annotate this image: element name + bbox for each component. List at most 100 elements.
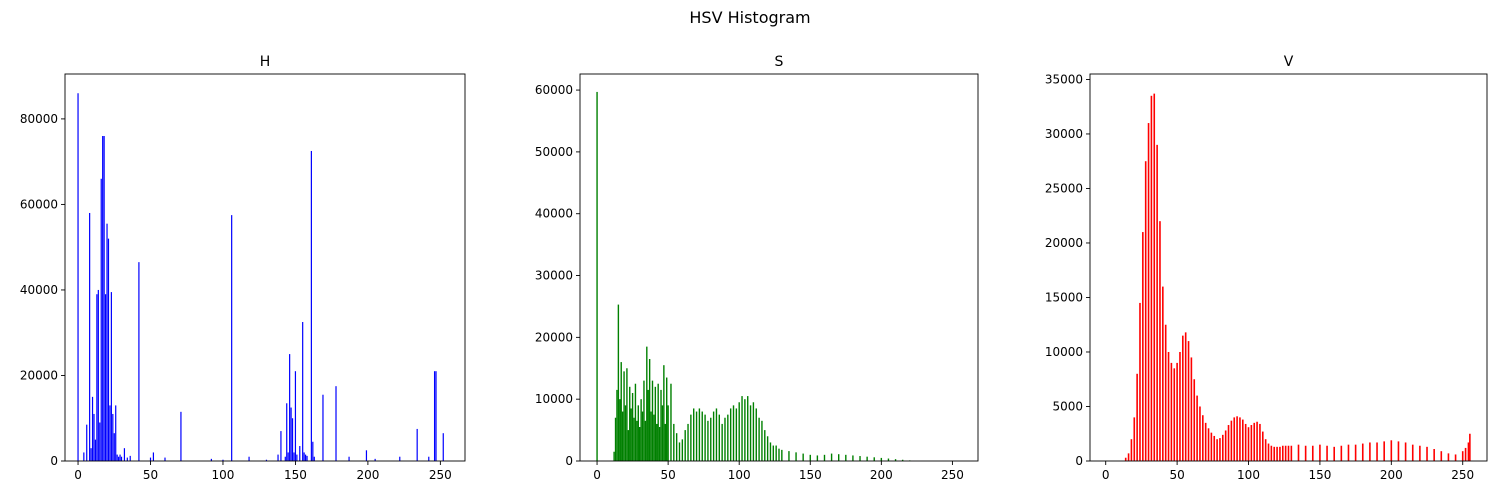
histogram-bar-h	[107, 238, 110, 461]
histogram-bar-s	[673, 423, 675, 461]
histogram-bar-s	[616, 389, 618, 461]
histogram-bar-v	[1227, 425, 1230, 461]
histogram-bar-s	[823, 454, 826, 461]
histogram-bar-v	[1290, 445, 1293, 461]
histogram-bar-v	[1170, 362, 1173, 461]
histogram-bar-s	[639, 427, 641, 461]
histogram-bar-v	[1224, 430, 1227, 461]
y-tick-label-v: 10000	[1045, 345, 1083, 359]
axes-frame-s	[579, 73, 979, 462]
histogram-bar-h	[83, 452, 85, 461]
histogram-bar-s	[809, 454, 811, 461]
histogram-bar-s	[626, 368, 628, 461]
histogram-bar-v	[1261, 431, 1264, 461]
histogram-bar-s	[755, 408, 757, 461]
histogram-bar-v	[1433, 449, 1435, 461]
histogram-bar-s	[724, 417, 726, 461]
histogram-bar-h	[164, 457, 166, 461]
histogram-bar-h	[100, 178, 102, 461]
histogram-bar-h	[93, 413, 95, 461]
histogram-bar-v	[1319, 444, 1321, 461]
histogram-bar-s	[648, 359, 651, 461]
histogram-bar-v	[1361, 443, 1364, 461]
histogram-bar-v	[1216, 439, 1218, 461]
histogram-bar-s	[866, 456, 868, 461]
histogram-bar-s	[764, 430, 766, 461]
histogram-bar-v	[1256, 421, 1258, 461]
histogram-bar-v	[1297, 444, 1300, 461]
histogram-bar-v	[1199, 406, 1201, 461]
histogram-bar-s	[845, 454, 847, 461]
histogram-bar-v	[1244, 423, 1247, 461]
histogram-bar-v	[1276, 446, 1278, 461]
y-tick-label-s: 40000	[535, 207, 573, 221]
histogram-bar-h	[287, 452, 289, 461]
histogram-bar-s	[752, 402, 755, 461]
histogram-bar-v	[1144, 161, 1147, 461]
histogram-bar-h	[293, 452, 295, 461]
histogram-bar-h	[335, 386, 337, 461]
histogram-bar-h	[306, 455, 308, 461]
x-tick-label-v: 150	[1308, 468, 1331, 482]
y-tick-label-v: 5000	[1052, 399, 1083, 413]
histogram-bar-s	[641, 411, 644, 461]
histogram-bar-s	[630, 408, 632, 461]
histogram-bar-s	[640, 399, 642, 461]
histogram-bar-s	[667, 405, 669, 461]
histogram-bar-h	[210, 458, 212, 461]
histogram-bar-v	[1467, 442, 1470, 461]
histogram-bar-v	[1369, 442, 1371, 461]
histogram-bar-v	[1176, 362, 1178, 461]
histogram-bar-s	[666, 377, 668, 461]
x-tick-label-h: 200	[356, 468, 379, 482]
histogram-bar-v	[1304, 445, 1307, 461]
histogram-bar-s	[624, 405, 627, 461]
histogram-bar-s	[621, 411, 624, 461]
histogram-bar-s	[681, 439, 684, 461]
histogram-bar-v	[1202, 415, 1204, 461]
histogram-bar-s	[766, 436, 769, 461]
histogram-bar-v	[1184, 332, 1187, 461]
histogram-bar-v	[1464, 447, 1467, 461]
histogram-bar-v	[1440, 451, 1443, 461]
histogram-bar-v	[1210, 432, 1213, 461]
histogram-bar-v	[1124, 457, 1127, 461]
panel-v: 0 50 100 150 200 250 0 5000 10000 15000 20000 25000…	[1045, 54, 1488, 482]
histogram-bar-h	[231, 215, 233, 461]
y-tick-label-h: 20000	[20, 368, 58, 382]
histogram-bar-s	[695, 411, 698, 461]
histogram-bar-h	[286, 403, 288, 461]
histogram-bar-s	[637, 405, 639, 461]
histogram-bar-s	[657, 383, 659, 461]
panel-title-s: S	[775, 54, 784, 70]
histogram-bar-s	[738, 402, 740, 461]
histogram-bar-h	[365, 450, 368, 461]
histogram-bar-h	[180, 411, 182, 461]
histogram-bar-s	[658, 427, 661, 461]
histogram-bar-v	[1173, 368, 1176, 461]
histogram-bar-s	[684, 430, 686, 461]
histogram-bar-v	[1461, 451, 1464, 461]
histogram-bar-s	[735, 408, 738, 461]
histogram-bar-h	[123, 448, 126, 461]
histogram-bar-h	[118, 456, 120, 461]
histogram-bar-v	[1153, 93, 1156, 462]
axes-frame-h	[64, 73, 466, 462]
x-tick-label-v: 200	[1380, 468, 1403, 482]
histogram-bar-s	[802, 453, 804, 461]
histogram-bar-h	[110, 292, 112, 461]
y-tick-label-h: 60000	[20, 197, 58, 211]
histogram-bar-h	[313, 456, 315, 461]
x-tick-label-h: 250	[429, 468, 452, 482]
histogram-bar-s	[749, 405, 752, 461]
histogram-bar-h	[265, 459, 268, 461]
histogram-bar-v	[1142, 232, 1144, 461]
y-tick-label-s: 30000	[535, 269, 573, 283]
histogram-bar-s	[653, 414, 655, 461]
histogram-bar-s	[741, 396, 743, 461]
histogram-bar-s	[775, 445, 777, 461]
histogram-bar-h	[102, 136, 104, 461]
histogram-bar-h	[442, 433, 444, 461]
histogram-bar-s	[894, 459, 897, 461]
histogram-bar-v	[1273, 446, 1276, 461]
